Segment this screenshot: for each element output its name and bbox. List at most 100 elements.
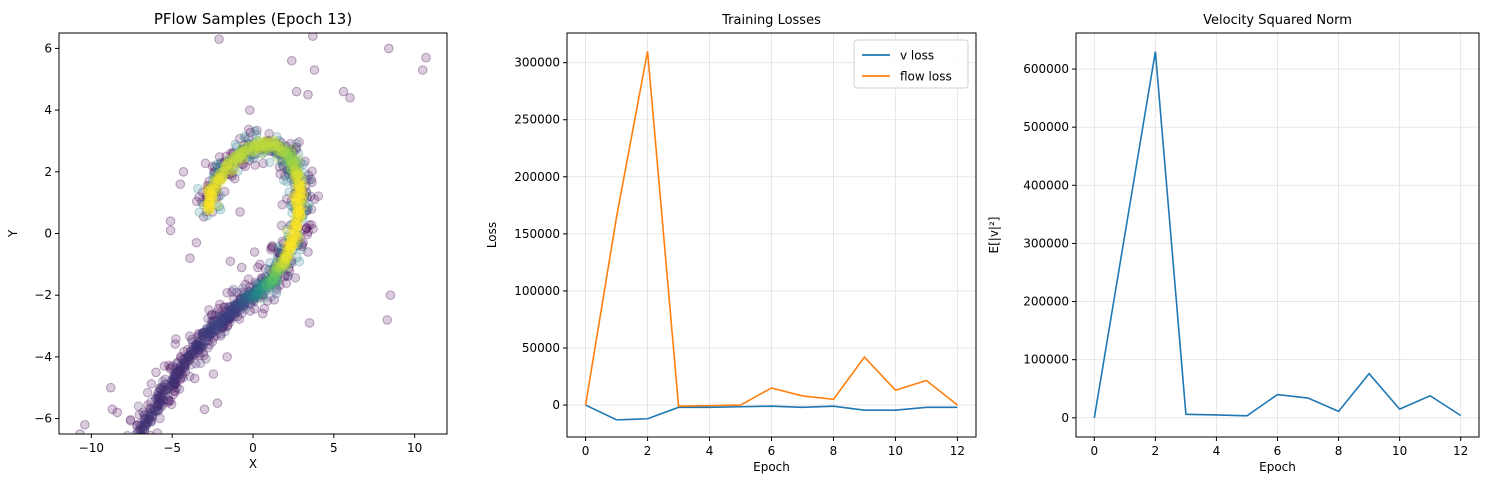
scatter-point xyxy=(265,292,276,302)
scatter-point xyxy=(235,150,245,161)
scatter-point xyxy=(274,263,285,273)
scatter-point xyxy=(134,409,145,420)
scatter-point xyxy=(265,142,276,152)
scatter-point xyxy=(239,131,250,142)
scatter-point xyxy=(302,229,313,240)
scatter-point xyxy=(269,263,279,274)
scatter-point xyxy=(271,137,281,148)
scatter-point xyxy=(281,148,291,158)
y-tick-label: 2 xyxy=(44,165,52,179)
scatter-point xyxy=(261,280,272,290)
scatter-point xyxy=(226,156,236,167)
scatter-point xyxy=(208,315,218,326)
scatter-point xyxy=(222,352,232,362)
scatter-point xyxy=(192,340,202,351)
scatter-point xyxy=(291,86,302,97)
scatter-point xyxy=(291,144,301,155)
scatter-point xyxy=(217,172,228,183)
scatter-point xyxy=(152,405,163,416)
scatter-point xyxy=(271,275,282,285)
scatter-point xyxy=(293,198,303,209)
scatter-point xyxy=(212,200,223,211)
scatter-point xyxy=(198,327,209,338)
scatter-point xyxy=(228,301,239,312)
scatter-point xyxy=(156,391,166,402)
scatter-point xyxy=(292,167,303,178)
scatter-point xyxy=(291,189,301,199)
scatter-point xyxy=(294,213,304,224)
scatter-point xyxy=(240,298,250,308)
scatter-point xyxy=(204,184,215,195)
x-tick-label: 12 xyxy=(950,444,965,458)
scatter-point xyxy=(269,269,280,279)
scatter-point xyxy=(292,222,303,232)
scatter-point xyxy=(287,208,297,218)
scatter-point xyxy=(206,182,216,192)
scatter-point xyxy=(204,339,215,350)
scatter-point xyxy=(260,143,271,153)
scatter-point xyxy=(296,181,307,192)
scatter-point xyxy=(279,254,289,265)
scatter-point xyxy=(249,153,259,164)
scatter-point xyxy=(287,154,298,165)
scatter-point xyxy=(198,328,209,338)
scatter-point xyxy=(185,253,195,263)
scatter-point xyxy=(289,193,300,203)
scatter-point xyxy=(211,173,221,183)
scatter-point xyxy=(220,311,231,322)
scatter-point xyxy=(285,152,295,162)
x-tick-label: 6 xyxy=(1274,444,1282,458)
scatter-point xyxy=(145,410,156,420)
scatter-point xyxy=(243,298,254,308)
scatter-point xyxy=(291,159,302,169)
scatter-point xyxy=(222,321,233,332)
scatter-point xyxy=(146,411,157,421)
scatter-point xyxy=(302,205,312,216)
scatter-point xyxy=(205,202,215,213)
scatter-point xyxy=(214,173,224,184)
scatter-point xyxy=(208,186,218,196)
scatter-point xyxy=(208,170,219,181)
scatter-point xyxy=(281,261,292,272)
scatter-point xyxy=(220,156,231,167)
y-tick-label: 300000 xyxy=(1023,236,1069,250)
scatter-point xyxy=(266,280,276,291)
scatter-point xyxy=(278,147,289,157)
scatter-point xyxy=(277,255,287,265)
scatter-point xyxy=(271,132,282,142)
scatter-point xyxy=(271,262,282,272)
scatter-point xyxy=(216,318,227,329)
scatter-point xyxy=(187,336,198,347)
scatter-point xyxy=(271,141,282,152)
scatter-point xyxy=(202,324,212,334)
scatter-point xyxy=(135,425,145,434)
scatter-point xyxy=(282,259,292,269)
scatter-point xyxy=(287,152,298,162)
scatter-point xyxy=(293,221,303,232)
scatter-point xyxy=(227,168,237,178)
scatter-point xyxy=(235,295,245,306)
scatter-point xyxy=(258,143,268,154)
scatter-point xyxy=(263,141,273,152)
scatter-point xyxy=(249,137,259,148)
scatter-point xyxy=(245,289,255,300)
scatter-point xyxy=(243,292,254,303)
scatter-point xyxy=(227,305,238,315)
scatter-point xyxy=(196,342,206,352)
scatter-point xyxy=(263,276,274,286)
scatter-point xyxy=(293,211,304,221)
scatter-point xyxy=(293,179,303,190)
scatter-point xyxy=(213,309,224,320)
scatter-point xyxy=(294,256,305,267)
scatter-point xyxy=(145,416,156,427)
scatter-point xyxy=(207,317,218,327)
scatter-point xyxy=(242,292,253,303)
scatter-point xyxy=(275,259,286,269)
scatter-point xyxy=(295,186,306,196)
scatter-point xyxy=(134,427,144,434)
scatter-point xyxy=(286,155,296,166)
scatter-point xyxy=(288,177,299,188)
scatter-point xyxy=(238,153,249,164)
scatter-point xyxy=(280,251,291,261)
scatter-point xyxy=(230,173,240,184)
